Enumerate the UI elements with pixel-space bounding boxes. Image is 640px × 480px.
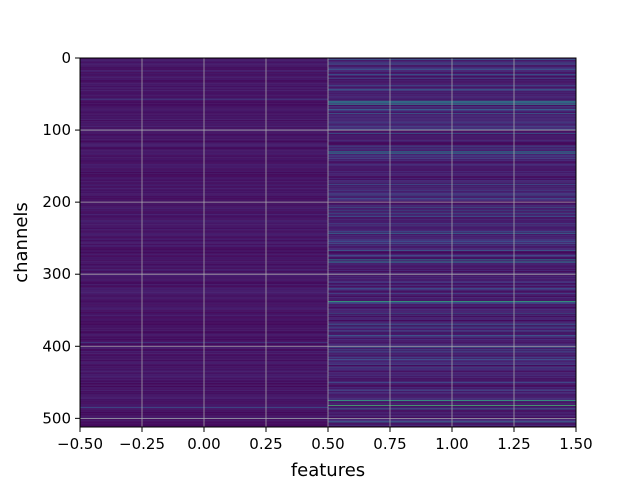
x-tick-label-7: 1.25 [497,435,530,453]
x-tick-label-0: −0.50 [57,435,103,453]
y-tick-label-0: 0 [61,49,71,67]
y-tick-label-2: 200 [42,193,71,211]
x-tick-label-2: 0.00 [187,435,220,453]
y-axis-ticks: 0 100 200 300 400 500 [42,49,80,427]
x-tick-label-1: −0.25 [119,435,165,453]
x-axis-label: features [291,460,365,480]
y-tick-label-4: 400 [42,337,71,355]
x-tick-label-5: 0.75 [373,435,406,453]
x-tick-label-6: 1.00 [435,435,468,453]
y-tick-label-1: 100 [42,121,71,139]
x-axis-ticks: −0.50 −0.25 0.00 0.25 0.50 0.75 1.00 1.25 1.50 [57,427,593,453]
x-tick-label-4: 0.50 [311,435,344,453]
x-tick-label-8: 1.50 [559,435,592,453]
y-tick-label-3: 300 [42,265,71,283]
x-tick-label-3: 0.25 [249,435,282,453]
y-axis-label: channels [11,202,32,283]
y-tick-label-5: 500 [42,409,71,427]
